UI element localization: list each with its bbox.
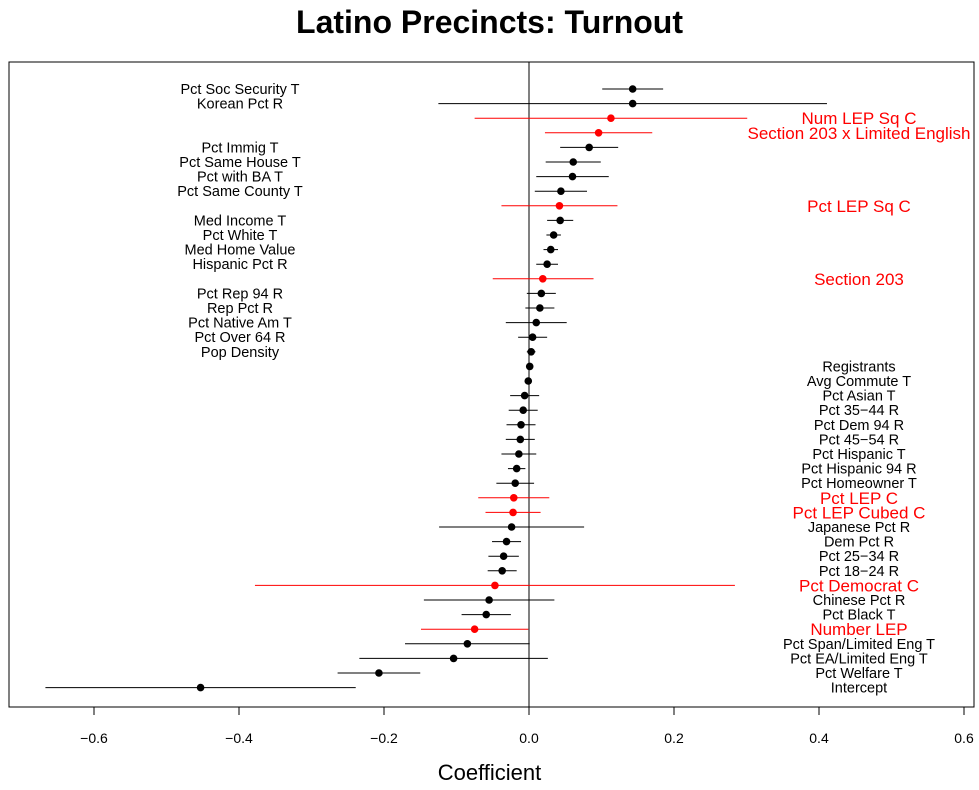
coefficient-label: Pct Soc Security T xyxy=(181,82,300,98)
coefficient-label: Num LEP Sq C xyxy=(802,109,917,128)
coefficient-point xyxy=(628,99,637,108)
x-tick-label: −0.6 xyxy=(80,730,108,746)
coefficient-point xyxy=(502,537,511,546)
coefficient-point xyxy=(498,567,506,575)
coefficient-point xyxy=(585,143,593,152)
coefficient-point xyxy=(463,640,472,648)
coefficient-label: Pct Rep 94 R xyxy=(197,286,283,302)
coefficient-label: Pct Asian T xyxy=(822,389,895,405)
coefficient-point xyxy=(549,231,558,239)
coefficient-label: Pct with BA T xyxy=(197,170,283,186)
coefficient-point xyxy=(375,669,383,677)
coefficient-point xyxy=(515,450,523,458)
coefficient-label: Section 203 x Limited English xyxy=(747,124,970,143)
x-tick-label: 0.2 xyxy=(664,730,684,746)
coefficient-point xyxy=(525,362,534,371)
coefficient-label: Pct Immig T xyxy=(201,140,278,156)
coefficient-label: Pct Black T xyxy=(822,608,895,624)
coefficient-point xyxy=(594,129,603,137)
coefficient-point xyxy=(538,275,547,283)
coefficient-label: Pct Democrat C xyxy=(799,576,919,595)
coefficient-point xyxy=(507,523,516,531)
coefficient-label: Pct EA/Limited Eng T xyxy=(790,651,928,667)
coefficient-label: Rep Pct R xyxy=(207,301,273,317)
coefficient-label: Pct 35−44 R xyxy=(819,403,899,419)
coefficient-point xyxy=(543,260,551,269)
coefficient-label: Pop Density xyxy=(201,345,280,361)
coefficient-label: Pct Same County T xyxy=(177,184,303,200)
coefficient-label: Pct Homeowner T xyxy=(801,476,917,492)
coefficient-label: Pct Over 64 R xyxy=(194,330,285,346)
coefficient-point xyxy=(509,494,518,502)
coefficient-label: Pct Hispanic 94 R xyxy=(801,462,916,478)
x-tick-label: 0.6 xyxy=(954,730,974,746)
coefficient-point xyxy=(524,377,533,385)
coefficient-point xyxy=(532,318,541,327)
coefficient-point xyxy=(511,479,520,488)
coefficient-point xyxy=(512,464,521,473)
chart-title: Latino Precincts: Turnout xyxy=(296,4,683,40)
coefficient-point xyxy=(628,85,637,93)
coefficient-point xyxy=(537,289,546,298)
coefficient-label: Pct Span/Limited Eng T xyxy=(783,637,935,653)
interval-layer xyxy=(45,88,827,689)
coefficient-label: Chinese Pct R xyxy=(813,593,906,609)
coefficient-label: Pct 25−34 R xyxy=(819,549,899,565)
x-tick-label: −0.4 xyxy=(225,730,253,746)
coefficient-point xyxy=(520,391,529,400)
coefficient-point xyxy=(556,216,564,225)
coefficient-label: Japanese Pct R xyxy=(808,520,910,536)
coefficient-label: Avg Commute T xyxy=(807,374,911,390)
coefficient-label: Med Home Value xyxy=(185,243,296,259)
coefficient-point xyxy=(470,625,479,633)
coefficient-label: Hispanic Pct R xyxy=(192,257,287,273)
coefficient-point xyxy=(528,333,537,342)
coefficient-point xyxy=(516,435,525,444)
coefficient-label: Pct Native Am T xyxy=(188,316,292,332)
coefficient-point xyxy=(527,348,535,356)
coefficient-label: Pct 45−54 R xyxy=(819,432,899,448)
coefficient-point xyxy=(557,187,565,195)
coefficient-point xyxy=(546,245,555,254)
points-layer xyxy=(196,85,637,692)
coefficient-point xyxy=(485,596,493,604)
coefficient-label: Pct White T xyxy=(203,228,278,244)
coefficient-point xyxy=(482,610,491,619)
coefficient-label: Section 203 xyxy=(814,270,904,289)
coefficient-label: Pct Dem 94 R xyxy=(814,418,904,434)
coefficient-point xyxy=(568,172,577,181)
x-tick-label: 0.4 xyxy=(809,730,829,746)
coefficient-label: Pct LEP Cubed C xyxy=(793,503,926,522)
coefficient-label: Registrants xyxy=(822,359,895,375)
coefficient-point xyxy=(509,508,517,517)
coefficient-label: Med Income T xyxy=(194,213,287,229)
coefficient-label: Pct LEP C xyxy=(820,489,898,508)
coefficient-point xyxy=(499,552,508,560)
x-axis-label: Coefficient xyxy=(437,760,542,785)
coefficient-point xyxy=(491,581,499,590)
coefficient-label: Pct 18−24 R xyxy=(819,564,899,580)
coefficient-label: Pct Hispanic T xyxy=(812,447,905,463)
coefficient-label: Dem Pct R xyxy=(824,535,894,551)
coefficient-label: Korean Pct R xyxy=(197,97,283,113)
coefficient-point xyxy=(449,654,458,663)
coefficient-label: Intercept xyxy=(831,681,887,697)
coefficient-point xyxy=(607,114,615,122)
x-axis: −0.6 −0.4 −0.2 0.0 0.2 0.4 0.6 xyxy=(80,706,974,746)
coefficient-label: Pct Same House T xyxy=(179,155,301,171)
coefficient-point xyxy=(536,304,544,312)
coefficient-point xyxy=(196,683,205,692)
coefficient-point xyxy=(555,202,564,210)
x-tick-label: −0.2 xyxy=(370,730,398,746)
coefficient-point xyxy=(569,158,578,166)
coefficient-point xyxy=(519,406,527,415)
x-tick-label: 0.0 xyxy=(519,730,539,746)
coefficient-point xyxy=(517,421,525,429)
coefficient-label: Number LEP xyxy=(810,620,907,639)
coefficient-label: Pct LEP Sq C xyxy=(807,197,911,216)
coefficient-label: Pct Welfare T xyxy=(815,666,902,682)
